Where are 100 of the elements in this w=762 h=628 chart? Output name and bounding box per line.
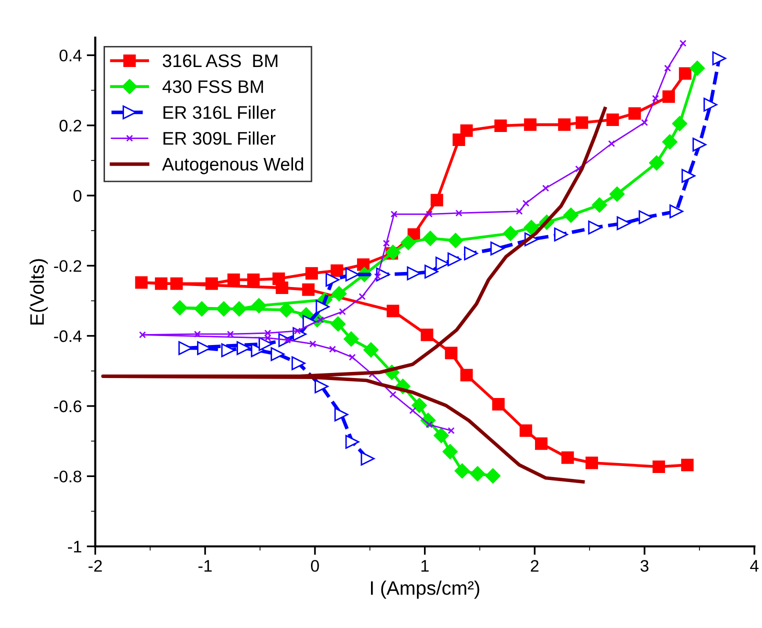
- point: [227, 273, 240, 286]
- point: [426, 210, 433, 218]
- point: [172, 300, 188, 316]
- point: [420, 328, 434, 342]
- point: [692, 138, 706, 152]
- point: [358, 293, 366, 300]
- x-tick-label: 2: [530, 560, 538, 572]
- point: [292, 356, 306, 370]
- legend-label: 430 FSS BM: [162, 80, 263, 94]
- point: [520, 424, 532, 437]
- point: [194, 301, 210, 316]
- point: [492, 398, 505, 411]
- point: [490, 242, 504, 256]
- legend-label: 316L ASS BM: [162, 54, 278, 68]
- line-series: [101, 106, 607, 484]
- point: [608, 140, 616, 148]
- point: [386, 304, 400, 318]
- point: [309, 340, 316, 348]
- x-axis-title: I (Amps/cm²): [370, 580, 480, 599]
- point: [216, 301, 232, 316]
- point: [232, 301, 247, 316]
- y-tick-label: 0.2: [60, 120, 82, 132]
- point: [448, 427, 455, 434]
- point: [305, 267, 318, 280]
- point: [690, 60, 705, 76]
- point: [494, 119, 507, 132]
- point: [682, 168, 696, 183]
- point: [426, 421, 433, 428]
- point: [455, 210, 462, 217]
- point: [329, 346, 336, 353]
- point: [448, 252, 462, 266]
- point: [434, 428, 449, 444]
- point: [247, 273, 260, 286]
- point: [374, 273, 382, 280]
- point: [326, 272, 340, 287]
- point: [464, 246, 478, 260]
- y-tick-label: -0.4: [54, 330, 82, 342]
- point: [649, 155, 664, 170]
- point: [334, 408, 348, 422]
- point: [332, 286, 347, 302]
- y-tick-label: -0.2: [54, 260, 82, 272]
- point: [592, 197, 608, 213]
- point: [430, 194, 444, 206]
- point: [251, 298, 267, 314]
- point: [652, 94, 659, 102]
- x-tick-label: 3: [640, 560, 648, 572]
- y-tick-label: 0.4: [60, 50, 82, 62]
- point: [264, 334, 272, 342]
- point: [314, 379, 328, 394]
- point: [616, 216, 631, 230]
- point: [672, 116, 688, 132]
- point: [561, 451, 574, 464]
- point: [400, 234, 416, 250]
- x-tick-label: -1: [198, 560, 212, 572]
- point: [221, 343, 236, 358]
- point: [662, 134, 678, 150]
- point: [452, 134, 466, 146]
- legend-label: Autogenous Weld: [162, 157, 304, 174]
- point: [435, 256, 450, 271]
- point: [460, 124, 473, 137]
- point: [628, 107, 641, 120]
- point: [348, 354, 356, 361]
- point: [502, 226, 518, 242]
- point: [454, 463, 470, 479]
- point: [258, 336, 272, 351]
- point: [345, 268, 360, 282]
- point: [485, 468, 500, 484]
- point: [563, 208, 578, 223]
- point: [382, 240, 390, 247]
- point: [609, 186, 625, 202]
- y-tick-label: -0.6: [54, 400, 82, 412]
- point: [197, 341, 211, 356]
- x-tick-label: -2: [88, 560, 102, 572]
- point: [272, 272, 285, 285]
- point: [678, 67, 692, 80]
- point: [448, 232, 464, 248]
- point: [330, 264, 344, 277]
- point: [576, 116, 588, 129]
- point: [588, 220, 602, 234]
- x-tick-label: 0: [310, 560, 319, 572]
- point: [712, 51, 726, 66]
- point: [360, 452, 375, 466]
- x-tick-label: 4: [750, 560, 759, 572]
- point: [516, 208, 523, 215]
- point: [345, 434, 360, 449]
- x-tick-label: 1: [421, 560, 429, 572]
- point: [178, 341, 192, 356]
- point: [470, 466, 486, 482]
- point: [442, 444, 458, 460]
- point: [424, 264, 438, 279]
- point: [422, 230, 438, 246]
- point: [330, 316, 346, 332]
- y-tick-label: -0.8: [54, 470, 82, 482]
- point: [606, 114, 619, 126]
- point: [638, 210, 653, 224]
- point: [703, 98, 718, 112]
- point: [302, 283, 315, 296]
- point: [524, 118, 537, 131]
- point: [522, 200, 530, 207]
- point: [363, 342, 379, 358]
